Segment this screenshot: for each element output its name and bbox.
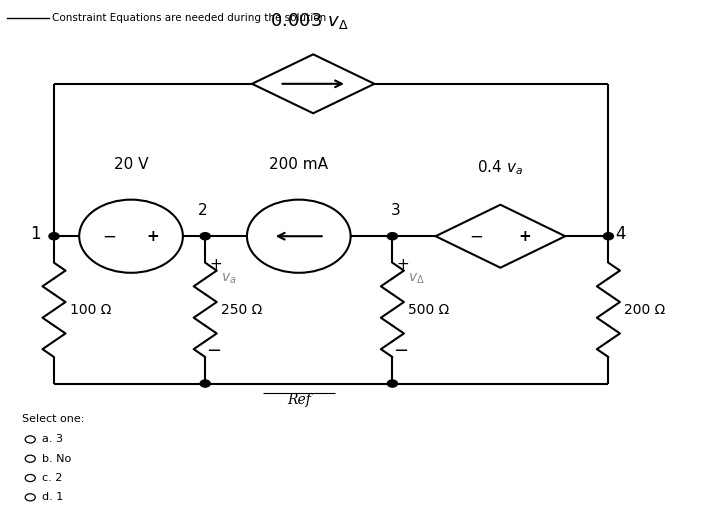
Text: Ref: Ref — [287, 393, 311, 407]
Circle shape — [387, 233, 397, 240]
Text: −: − — [206, 341, 222, 360]
Text: +: + — [209, 257, 222, 272]
Text: $0.003\ v_{\Delta}$: $0.003\ v_{\Delta}$ — [270, 12, 349, 31]
Text: c. 2: c. 2 — [42, 473, 62, 483]
Text: $v_Δ$: $v_Δ$ — [408, 272, 425, 287]
Text: 4: 4 — [616, 225, 626, 243]
Text: b. No: b. No — [42, 454, 71, 464]
Text: 20 V: 20 V — [114, 156, 148, 172]
Text: +: + — [146, 229, 159, 244]
Text: 3: 3 — [390, 203, 400, 218]
Circle shape — [603, 233, 613, 240]
Text: 500 Ω: 500 Ω — [408, 303, 449, 317]
Text: 2: 2 — [197, 203, 207, 218]
Text: 1: 1 — [30, 225, 41, 243]
Text: −: − — [393, 341, 409, 360]
Text: 200 mA: 200 mA — [269, 156, 328, 172]
Text: $v_a$: $v_a$ — [221, 272, 237, 287]
Text: $0.4\ v_a$: $0.4\ v_a$ — [477, 158, 523, 177]
Text: +: + — [396, 257, 409, 272]
Circle shape — [49, 233, 59, 240]
Text: +: + — [518, 229, 531, 244]
Text: 250 Ω: 250 Ω — [221, 303, 262, 317]
Text: 200 Ω: 200 Ω — [624, 303, 665, 317]
Text: a. 3: a. 3 — [42, 434, 63, 444]
Text: d. 1: d. 1 — [42, 492, 63, 502]
Circle shape — [200, 233, 210, 240]
Text: −: − — [102, 227, 116, 245]
Circle shape — [387, 380, 397, 387]
Text: Constraint Equations are needed during the solution: Constraint Equations are needed during t… — [52, 13, 326, 23]
Circle shape — [200, 380, 210, 387]
Text: −: − — [469, 227, 482, 245]
Text: Select one:: Select one: — [22, 414, 84, 424]
Text: 100 Ω: 100 Ω — [70, 303, 111, 317]
